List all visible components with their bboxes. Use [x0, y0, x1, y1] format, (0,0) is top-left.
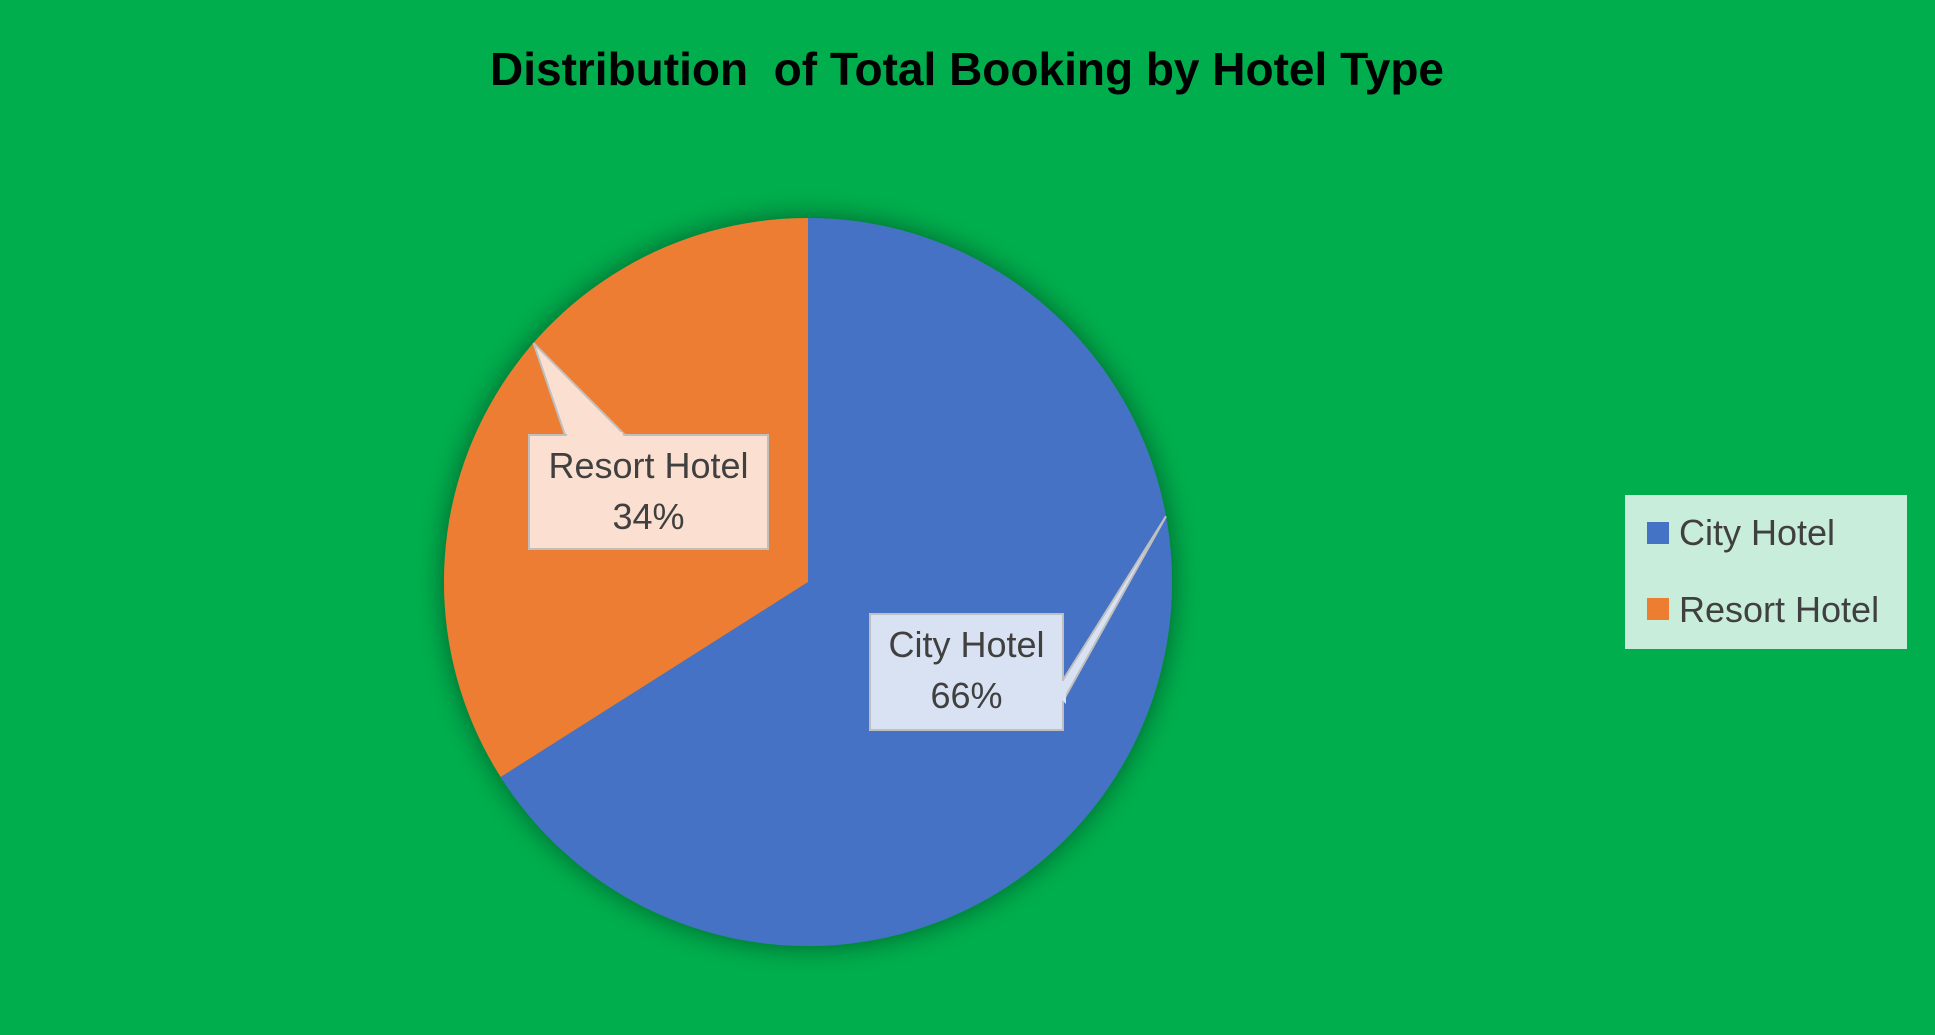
- chart-title: Distribution of Total Booking by Hotel T…: [490, 43, 1444, 95]
- legend-background: [1625, 495, 1907, 649]
- data-label-seam-resort-hotel: [566, 432, 624, 437]
- data-label-box-city-hotel: [869, 613, 1064, 731]
- legend: City Hotel Resort Hotel: [1625, 495, 1907, 649]
- data-label-city-hotel: City Hotel 66%: [869, 515, 1167, 731]
- data-label-callouts: City Hotel 66% Resort Hotel 34%: [528, 342, 1167, 731]
- data-label-resort-hotel: Resort Hotel 34%: [528, 342, 769, 550]
- legend-swatch-city-hotel: [1647, 522, 1669, 544]
- legend-swatch-resort-hotel: [1647, 598, 1669, 620]
- data-label-category-city-hotel: City Hotel: [888, 624, 1044, 665]
- legend-label-city-hotel: City Hotel: [1679, 512, 1835, 553]
- data-label-box-resort-hotel: [528, 434, 769, 550]
- pie-slices: [443, 217, 1172, 946]
- data-label-value-resort-hotel: 34%: [612, 496, 684, 537]
- data-label-seam-city-hotel: [1061, 680, 1066, 704]
- data-label-value-city-hotel: 66%: [930, 675, 1002, 716]
- pie-slice-city-hotel: [500, 218, 1172, 946]
- legend-label-resort-hotel: Resort Hotel: [1679, 589, 1879, 630]
- data-label-category-resort-hotel: Resort Hotel: [548, 445, 748, 486]
